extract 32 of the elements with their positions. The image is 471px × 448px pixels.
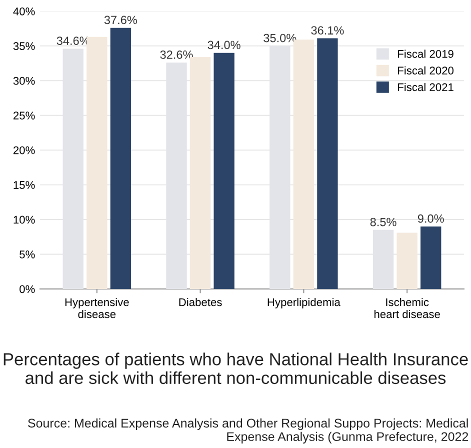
- text: Percentages of patients who have National Health Insurance and are sick with different non-communicable diseases: [4, 352, 468, 384]
- x-tick-label: Diabetes: [179, 298, 222, 306]
- y-tick-label: 40%: [13, 7, 35, 16]
- source-note: Source: Medical Expense Analysis and Other Regional Suppo Projects: Medical Expense Analysis (Gunma Prefecture, 2022: [28, 418, 468, 444]
- y-tick-label: 15%: [14, 181, 35, 189]
- bar: [110, 28, 132, 289]
- y-tick-label: 0%: [20, 285, 35, 294]
- x-tick-label: Ischemic heart disease: [374, 298, 440, 318]
- y-tick-label: 5%: [20, 250, 35, 258]
- x-tick-label: Hypertensive disease: [65, 298, 129, 318]
- legend-label: Fiscal 2019: [398, 50, 454, 58]
- data-label: 34.0%: [208, 40, 240, 50]
- bar: [396, 232, 418, 289]
- bar: [420, 226, 442, 289]
- y-tick-label: 25%: [13, 112, 35, 120]
- bar: [317, 38, 338, 289]
- data-label: 36.1%: [311, 26, 344, 35]
- bar: [190, 57, 211, 289]
- data-label: 8.5%: [370, 218, 396, 226]
- legend-label: Fiscal 2021: [398, 82, 454, 92]
- y-tick-label: 35%: [13, 42, 35, 50]
- y-tick-label: 10%: [14, 216, 35, 224]
- bar: [86, 36, 108, 289]
- data-label: 37.6%: [104, 16, 137, 24]
- data-label: 32.6%: [160, 50, 193, 59]
- data-label: 9.0%: [418, 214, 444, 223]
- y-tick-label: 20%: [13, 146, 35, 154]
- y-tick-label: 30%: [13, 76, 35, 85]
- data-label: 35.0%: [264, 34, 296, 42]
- x-tick-label: Hyperlipidemia: [268, 298, 340, 308]
- bar: [214, 52, 234, 289]
- legend-label: Fiscal 2020: [398, 66, 454, 74]
